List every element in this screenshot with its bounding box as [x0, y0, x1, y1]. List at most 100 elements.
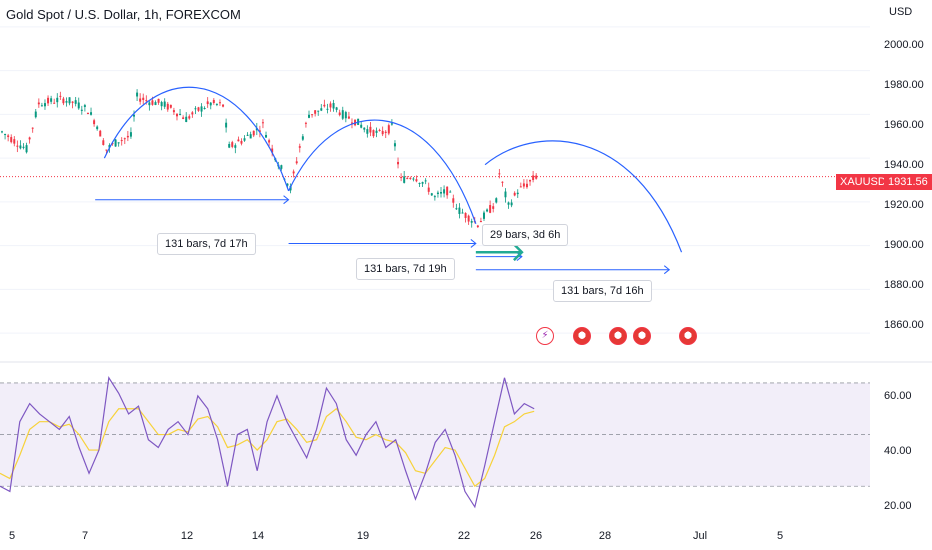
candle-body — [384, 131, 387, 133]
candle-body — [482, 212, 485, 219]
drawings[interactable] — [95, 86, 683, 275]
candle-body — [25, 145, 28, 153]
candle-body — [476, 225, 479, 228]
candle-body — [443, 189, 446, 194]
measure-label-2[interactable]: 131 bars, 7d 19h — [356, 258, 455, 280]
candle-body — [513, 192, 516, 196]
candle-body — [400, 177, 403, 179]
candle-body — [86, 112, 89, 115]
us-flag-icon[interactable] — [609, 327, 627, 345]
candle-body — [142, 97, 145, 101]
candle-body — [510, 202, 513, 206]
candle-body — [449, 191, 452, 193]
candle-body — [381, 130, 384, 135]
candle-body — [532, 175, 535, 181]
candle-body — [329, 103, 332, 108]
candle-body — [320, 108, 323, 111]
time-tick: Jul — [692, 530, 708, 542]
us-flag-icon[interactable] — [633, 327, 651, 345]
candle-body — [421, 182, 424, 184]
candle-body — [397, 161, 400, 165]
candle-body — [375, 130, 378, 133]
price-tick: 1960.00 — [884, 119, 924, 131]
candle-body — [433, 196, 436, 198]
candle-body — [240, 140, 243, 144]
candle-body — [501, 181, 504, 183]
arc-drawing — [288, 119, 477, 224]
candle-body — [258, 130, 261, 132]
candle-body — [246, 134, 249, 136]
candle-body — [102, 140, 105, 145]
candle-body — [133, 114, 136, 117]
candle-body — [265, 134, 268, 138]
candle-body — [525, 183, 528, 188]
candle-body — [34, 111, 37, 118]
candle-body — [470, 221, 473, 223]
arc-drawing — [103, 86, 290, 192]
candle-body — [200, 106, 203, 112]
candle-body — [120, 140, 123, 142]
price-tick: 1860.00 — [884, 319, 924, 331]
symbol-tag: XAUUSD — [836, 174, 890, 190]
candle-body — [301, 136, 304, 140]
candle-body — [314, 110, 317, 114]
candle-body — [360, 124, 363, 128]
candle-body — [111, 143, 114, 145]
candle-body — [96, 126, 99, 130]
candle-body — [151, 100, 154, 105]
candle-body — [412, 178, 415, 180]
candle-body — [479, 220, 482, 223]
candle-body — [237, 139, 240, 142]
us-flag-icon[interactable] — [679, 327, 697, 345]
time-tick: 26 — [529, 530, 543, 542]
candle-body — [304, 122, 307, 124]
candle-body — [166, 103, 169, 110]
candle-body — [492, 206, 495, 209]
candle-body — [280, 165, 283, 169]
measure-label-1[interactable]: 131 bars, 7d 17h — [157, 233, 256, 255]
projection-arrow — [475, 243, 524, 262]
measure-label-4[interactable]: 29 bars, 3d 6h — [482, 224, 569, 246]
candle-body — [424, 180, 427, 182]
candle-body — [197, 107, 200, 111]
candle-body — [53, 102, 56, 104]
candle-body — [335, 107, 338, 110]
candle-body — [234, 145, 237, 148]
candle-body — [458, 207, 461, 214]
candle-body — [212, 99, 215, 104]
candle-body — [93, 120, 96, 125]
time-tick: 28 — [598, 530, 612, 542]
price-tick: 1880.00 — [884, 279, 924, 291]
candle-body — [56, 97, 59, 103]
lightning-icon[interactable]: ⚡ — [536, 327, 554, 345]
candle-body — [182, 117, 185, 119]
candle-body — [338, 112, 341, 116]
candle-body — [90, 112, 93, 115]
candle-body — [289, 185, 292, 191]
range-arrowhead — [663, 265, 671, 275]
candle-body — [255, 128, 258, 131]
us-flag-icon[interactable] — [573, 327, 591, 345]
candle-body — [504, 191, 507, 198]
candle-body — [13, 139, 16, 144]
candle-body — [268, 140, 271, 143]
candle-body — [519, 186, 522, 188]
candle-body — [222, 104, 225, 107]
candle-body — [169, 104, 172, 108]
price-tick: 2000.00 — [884, 39, 924, 51]
candle-body — [372, 130, 375, 137]
candle-body — [154, 102, 157, 105]
candle-body — [65, 101, 68, 103]
candle-body — [464, 212, 467, 218]
candle-body — [218, 102, 221, 104]
measure-label-3[interactable]: 131 bars, 7d 16h — [553, 280, 652, 302]
candle-body — [418, 182, 421, 184]
candle-body — [108, 145, 111, 148]
candle-body — [28, 137, 31, 140]
candle-body — [455, 208, 458, 210]
candle-body — [452, 198, 455, 203]
candle-body — [22, 146, 25, 148]
rsi-tick: 60.00 — [884, 390, 912, 402]
candle-body — [139, 98, 142, 102]
